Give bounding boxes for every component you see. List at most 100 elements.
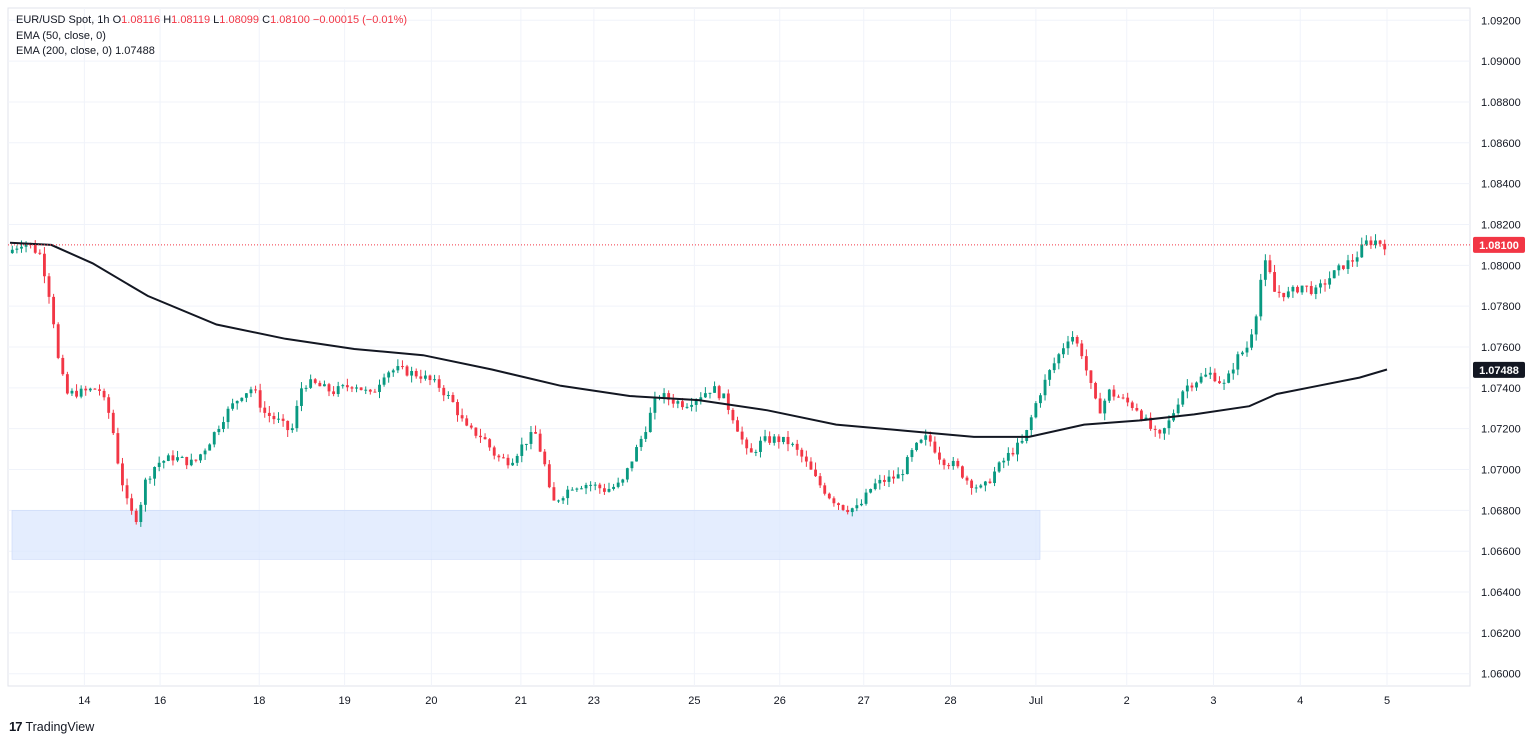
candle	[910, 448, 914, 462]
candle-body	[1341, 265, 1345, 269]
candle-body	[267, 412, 271, 416]
candle	[1378, 239, 1382, 247]
candle-body	[401, 366, 404, 368]
candle	[185, 456, 189, 470]
candle-body	[1094, 382, 1097, 399]
candle	[974, 484, 978, 493]
candle-body	[98, 389, 101, 391]
candle-body	[818, 476, 822, 486]
candle	[15, 245, 19, 254]
candle	[956, 458, 960, 469]
candle	[575, 487, 579, 492]
candle	[919, 438, 923, 444]
candle	[65, 371, 69, 395]
candle	[327, 382, 331, 397]
candle-body	[378, 384, 381, 393]
candle	[1002, 457, 1006, 469]
tradingview-brand[interactable]: 17 TradingView	[9, 719, 94, 734]
candle	[1286, 286, 1290, 299]
candle-body	[226, 408, 230, 423]
candle-body	[809, 461, 813, 470]
candle-body	[364, 389, 368, 391]
candle-body	[309, 379, 313, 388]
candle-body	[1066, 341, 1070, 349]
candle-body	[143, 479, 147, 505]
candle	[479, 428, 482, 443]
y-tick-label: 1.07400	[1481, 383, 1521, 395]
price-axis[interactable]: 1.09200 1.09000 1.08800 1.08600 1.08400 1.082…	[1481, 15, 1521, 680]
symbol-label[interactable]: EUR/USD Spot, 1h	[16, 14, 110, 26]
candle-body	[589, 484, 593, 486]
candle-body	[924, 435, 928, 440]
candle	[309, 374, 313, 389]
candle-body	[740, 431, 744, 440]
candle	[222, 416, 225, 433]
candle	[1346, 254, 1350, 274]
candle	[1314, 284, 1318, 300]
candle	[79, 385, 83, 399]
x-tick-label: 27	[858, 695, 870, 707]
candle	[437, 375, 441, 392]
candle	[469, 423, 473, 430]
candle	[446, 391, 450, 400]
candle-body	[61, 357, 65, 375]
candle	[905, 455, 909, 475]
candle-body	[446, 395, 450, 397]
candlestick-series	[10, 234, 1387, 527]
candle	[1048, 369, 1052, 386]
candle	[465, 415, 469, 427]
candle	[699, 392, 703, 405]
candle-body	[235, 400, 239, 404]
candle-body	[15, 248, 19, 250]
x-tick-label: 5	[1384, 695, 1390, 707]
candle	[1236, 351, 1240, 376]
candle	[1332, 270, 1336, 279]
candle	[313, 378, 317, 385]
candle-body	[1089, 370, 1093, 383]
candle	[580, 485, 583, 490]
candle	[1117, 394, 1120, 398]
candle	[497, 454, 501, 462]
candle-body	[1167, 420, 1171, 429]
low-value: 1.08099	[219, 14, 260, 26]
candle	[722, 393, 726, 399]
candle	[997, 461, 1001, 473]
candle-body	[887, 476, 891, 482]
candle	[983, 480, 987, 492]
candle-body	[736, 420, 739, 432]
candle	[772, 434, 776, 446]
ema200-legend-row[interactable]: EMA (200, close, 0) 1.07488	[16, 44, 407, 60]
candle-body	[896, 474, 900, 479]
ema50-legend-row[interactable]: EMA (50, close, 0)	[16, 29, 407, 45]
candle-body	[93, 388, 97, 390]
candle-body	[837, 503, 840, 506]
candle-body	[84, 388, 88, 391]
candle-body	[1259, 279, 1263, 317]
candle-body	[713, 386, 716, 393]
candle-body	[116, 433, 120, 464]
candle	[88, 387, 92, 392]
x-tick-label: 26	[774, 695, 786, 707]
candle	[726, 389, 730, 415]
candle-body	[1355, 257, 1359, 262]
candle	[410, 366, 414, 383]
candle-body	[639, 438, 643, 448]
time-axis[interactable]: 14 16 18 19 20 21 23 25 26 27 28 Jul 2 3 4 5	[78, 695, 1390, 707]
candle-body	[1034, 403, 1038, 418]
candle	[552, 482, 556, 501]
candle-body	[956, 460, 960, 467]
candle	[1323, 279, 1327, 292]
candle	[1296, 285, 1299, 294]
x-tick-label: 3	[1210, 695, 1216, 707]
candle	[166, 453, 170, 462]
candle	[364, 386, 368, 395]
candle	[1011, 447, 1015, 457]
candle-body	[1332, 270, 1336, 279]
candle-body	[974, 487, 978, 489]
candle	[235, 400, 239, 410]
candle	[1020, 434, 1024, 445]
candle	[731, 408, 735, 424]
candle-body	[1158, 429, 1162, 434]
candle-body	[570, 489, 574, 491]
